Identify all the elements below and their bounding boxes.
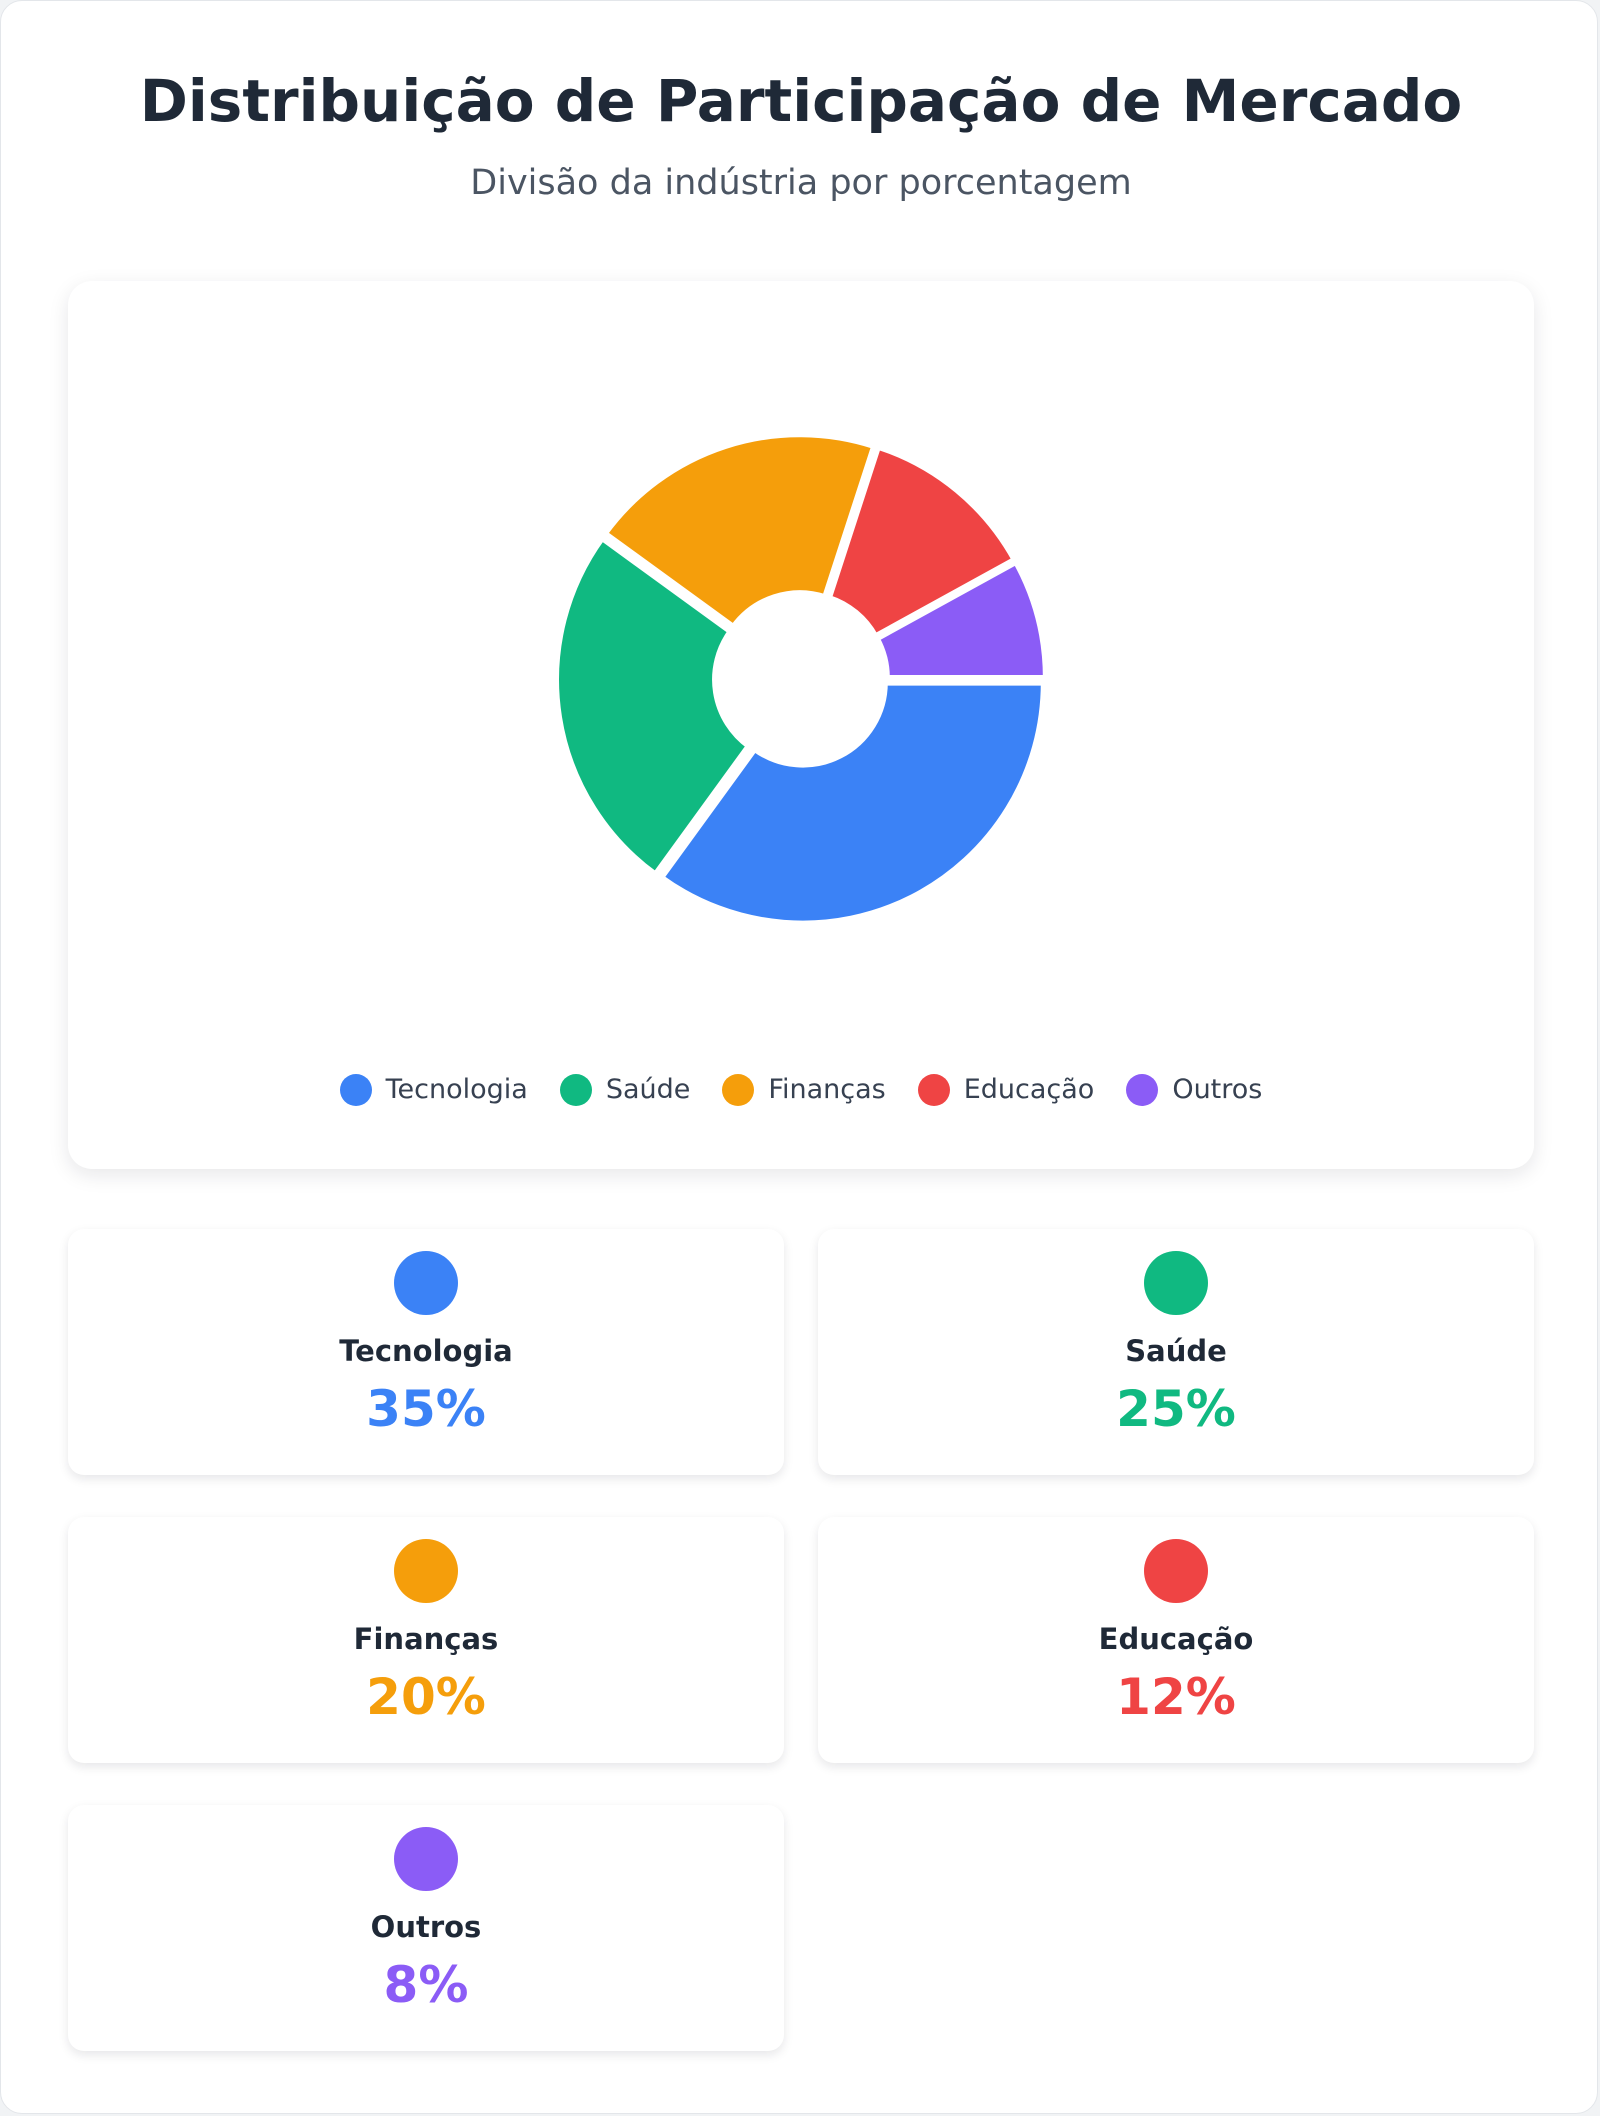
stat-color-dot: [394, 1251, 458, 1315]
pie-slice-tecnologia[interactable]: [658, 679, 1047, 927]
stat-label: Finanças: [353, 1622, 499, 1656]
legend-swatch: [559, 1074, 592, 1106]
stat-value: 8%: [383, 1956, 469, 2014]
legend-label: Tecnologia: [385, 1074, 528, 1105]
pie-slice-educacao[interactable]: [825, 443, 1018, 640]
legend-swatch: [722, 1074, 755, 1106]
stat-value: 25%: [1116, 1380, 1236, 1438]
legend-item-financas[interactable]: Finanças: [722, 1070, 886, 1110]
pie-slice-saude[interactable]: [553, 534, 752, 878]
stat-label: Saúde: [1125, 1334, 1227, 1368]
stat-color-dot: [1144, 1539, 1208, 1603]
stat-label: Tecnologia: [339, 1334, 513, 1368]
stat-card-educacao: Educação 12%: [818, 1517, 1534, 1763]
legend-label: Saúde: [605, 1074, 691, 1105]
legend-swatch: [339, 1074, 372, 1106]
pie-slice-outros[interactable]: [873, 558, 1049, 682]
page-title: Distribuição de Participação de Mercado: [139, 67, 1463, 135]
stat-value: 12%: [1116, 1668, 1236, 1726]
stat-color-dot: [394, 1827, 458, 1891]
donut-chart: [553, 431, 1049, 927]
page-subtitle: Divisão da indústria por porcentagem: [470, 163, 1132, 203]
chart-card: [68, 281, 1534, 1169]
legend-item-outros[interactable]: Outros: [1126, 1070, 1262, 1110]
chart-legend: Tecnologia Saúde Finanças Educação Outro…: [1, 1070, 1600, 1110]
stat-value: 20%: [366, 1668, 486, 1726]
stat-card-saude: Saúde 25%: [818, 1229, 1534, 1475]
stat-card-outros: Outros 8%: [68, 1805, 784, 2051]
legend-label: Finanças: [768, 1074, 886, 1105]
stat-color-dot: [1144, 1251, 1208, 1315]
pie-slice-financas[interactable]: [601, 431, 878, 630]
legend-swatch: [917, 1074, 950, 1106]
legend-label: Educação: [963, 1074, 1095, 1105]
stat-label: Outros: [370, 1910, 482, 1944]
legend-item-educacao[interactable]: Educação: [917, 1070, 1095, 1110]
legend-item-saude[interactable]: Saúde: [559, 1070, 691, 1110]
legend-swatch: [1126, 1074, 1159, 1106]
stat-color-dot: [394, 1539, 458, 1603]
legend-item-tecnologia[interactable]: Tecnologia: [339, 1070, 528, 1110]
stat-label: Educação: [1098, 1622, 1254, 1656]
stat-card-tecnologia: Tecnologia 35%: [68, 1229, 784, 1475]
stat-value: 35%: [366, 1380, 486, 1438]
stat-card-financas: Finanças 20%: [68, 1517, 784, 1763]
legend-label: Outros: [1172, 1074, 1263, 1105]
